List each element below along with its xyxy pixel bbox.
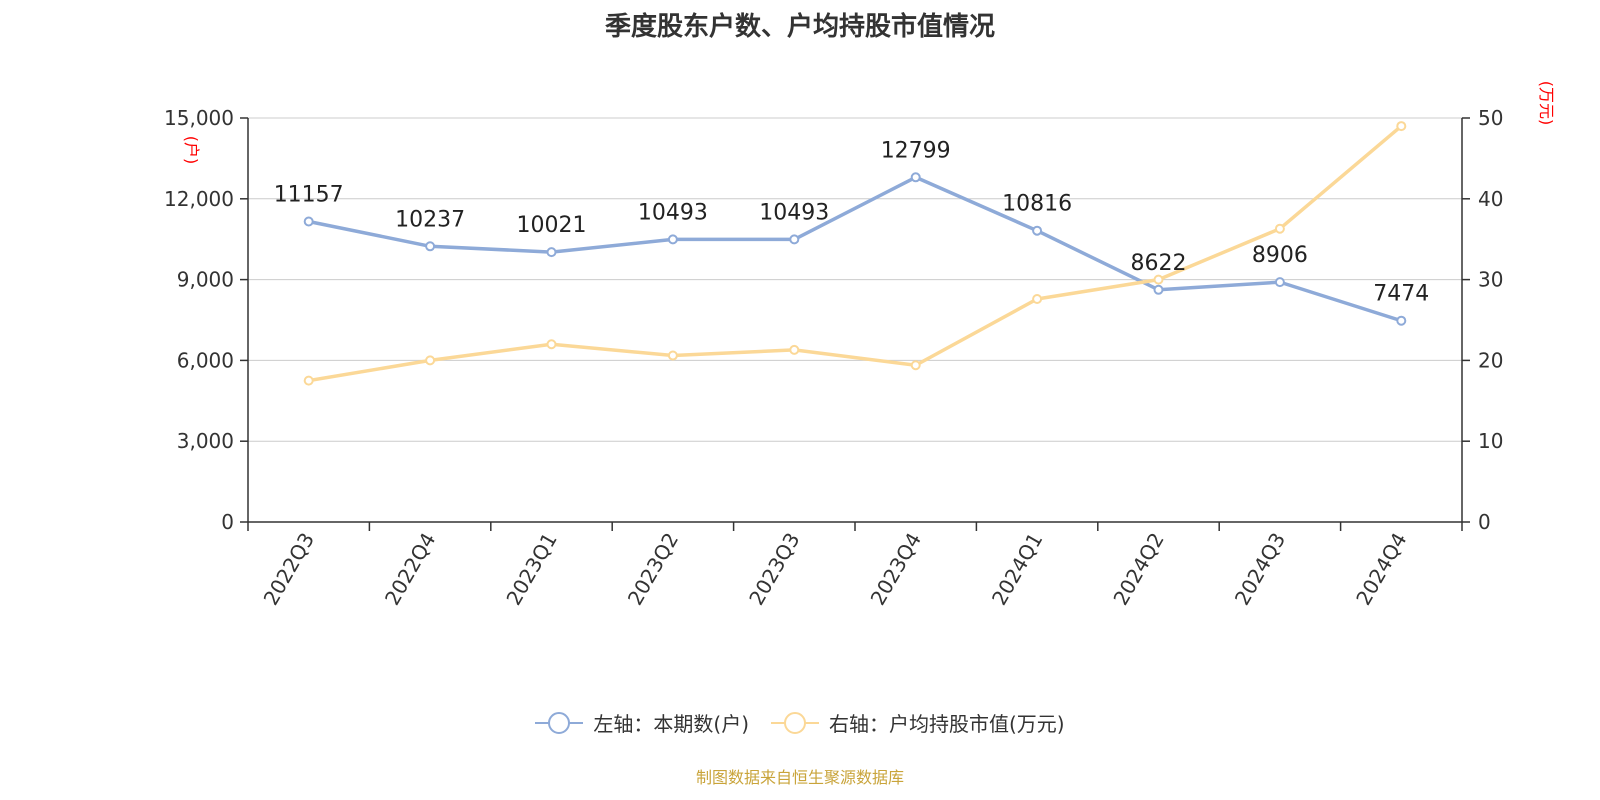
data-point xyxy=(425,241,436,252)
data-point xyxy=(1274,223,1285,234)
x-category-label: 2022Q3 xyxy=(259,529,319,610)
x-category-label: 2023Q3 xyxy=(744,529,804,610)
y-right-tick-label: 10 xyxy=(1478,429,1503,453)
data-point xyxy=(1396,315,1407,326)
data-point xyxy=(1153,274,1164,285)
data-point xyxy=(1153,284,1164,295)
data-point xyxy=(1274,277,1285,288)
y-left-tick-label: 3,000 xyxy=(177,429,234,453)
legend-left-marker-icon xyxy=(535,711,584,735)
data-point xyxy=(303,216,314,227)
y-left-unit-label: (户) xyxy=(182,136,201,165)
legend: 左轴：本期数(户) 右轴：户均持股市值(万元) xyxy=(0,708,1600,737)
x-category-label: 2023Q2 xyxy=(623,529,683,610)
y-right-tick-label: 20 xyxy=(1478,348,1503,372)
data-label: 10493 xyxy=(759,200,829,225)
data-point xyxy=(667,350,678,361)
data-point xyxy=(1396,121,1407,132)
legend-item-right-axis[interactable]: 右轴：户均持股市值(万元) xyxy=(771,708,1065,737)
data-label: 8906 xyxy=(1252,243,1308,268)
y-left-tick-label: 12,000 xyxy=(164,187,234,211)
data-point xyxy=(910,360,921,371)
y-right-tick-label: 0 xyxy=(1478,510,1491,534)
x-category-label: 2024Q2 xyxy=(1108,529,1168,610)
data-source-note: 制图数据来自恒生聚源数据库 xyxy=(695,768,904,787)
x-category-label: 2024Q4 xyxy=(1351,529,1411,610)
data-point xyxy=(546,247,557,258)
x-category-label: 2023Q1 xyxy=(501,529,561,610)
x-category-label: 2024Q3 xyxy=(1230,529,1290,610)
y-left-tick-label: 15,000 xyxy=(164,106,234,130)
y-left-tick-label: 0 xyxy=(221,510,234,534)
legend-right-marker-icon xyxy=(771,711,819,735)
data-point xyxy=(303,375,314,386)
y-right-unit-label: (万元) xyxy=(1537,81,1556,126)
y-left-tick-label: 9,000 xyxy=(177,268,234,292)
legend-item-left-axis[interactable]: 左轴：本期数(户) xyxy=(535,708,749,737)
y-left-tick-label: 6,000 xyxy=(177,348,234,372)
data-point xyxy=(546,339,557,350)
data-point xyxy=(789,234,800,245)
data-point xyxy=(910,172,921,183)
x-category-label: 2024Q1 xyxy=(987,529,1047,610)
data-label: 10816 xyxy=(1002,192,1072,217)
data-point xyxy=(1032,225,1043,236)
legend-left-label: 左轴：本期数(户) xyxy=(593,712,749,736)
data-point xyxy=(425,355,436,366)
y-right-tick-label: 40 xyxy=(1478,187,1503,211)
data-point xyxy=(667,234,678,245)
legend-right-label: 右轴：户均持股市值(万元) xyxy=(829,712,1065,736)
data-label: 10493 xyxy=(638,200,708,225)
y-right-tick-label: 30 xyxy=(1478,268,1503,292)
data-label: 8622 xyxy=(1131,251,1187,276)
series-line-left-axis xyxy=(308,175,1402,323)
data-label: 11157 xyxy=(274,183,344,208)
x-category-label: 2023Q4 xyxy=(866,529,926,610)
data-label: 7474 xyxy=(1373,282,1429,307)
data-point xyxy=(789,344,800,355)
data-label: 12799 xyxy=(881,138,951,163)
chart-title: 季度股东户数、户均持股市值情况 xyxy=(604,12,995,42)
data-label: 10237 xyxy=(395,207,465,232)
data-label: 10021 xyxy=(517,213,587,238)
x-category-label: 2022Q4 xyxy=(380,529,440,610)
series-line-right-axis xyxy=(308,124,1403,383)
y-right-tick-label: 50 xyxy=(1478,106,1503,130)
data-point xyxy=(1032,293,1043,304)
